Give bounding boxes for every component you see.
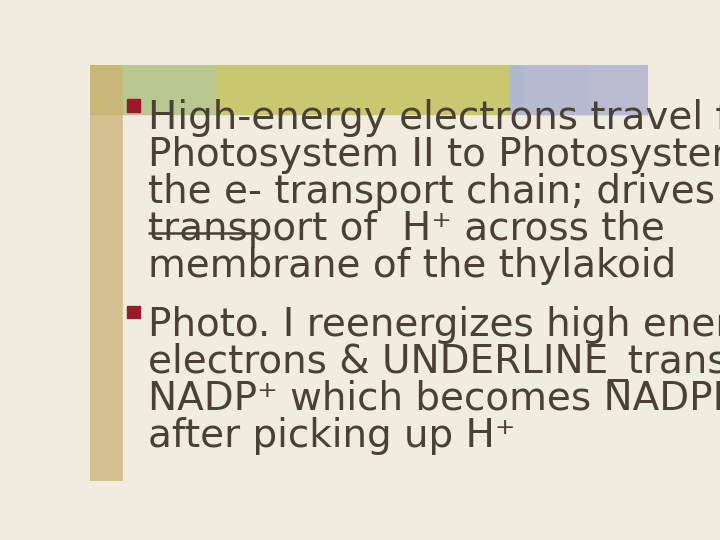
Text: electrons & UNDERLINE_transfers them to: electrons & UNDERLINE_transfers them to [148, 343, 720, 382]
Bar [215, 65, 355, 114]
Text: membrane of the thylakoid: membrane of the thylakoid [148, 247, 676, 285]
Bar [524, 65, 648, 114]
Text: the e- transport chain; drives the: the e- transport chain; drives the [148, 173, 720, 211]
Text: Photosystem II to Photosystem I on: Photosystem II to Photosystem I on [148, 137, 720, 174]
Bar [90, 65, 122, 481]
Bar [90, 65, 122, 114]
Text: transport of  H⁺ across the: transport of H⁺ across the [148, 211, 665, 248]
Text: High-energy electrons travel from: High-energy electrons travel from [148, 99, 720, 138]
Bar [122, 65, 215, 114]
Bar [588, 65, 648, 114]
Bar [355, 65, 510, 114]
Text: Photo. I reenergizes high energy: Photo. I reenergizes high energy [148, 306, 720, 344]
Bar [122, 114, 648, 481]
Text: after picking up H⁺: after picking up H⁺ [148, 417, 516, 455]
Bar [127, 306, 140, 318]
Bar [127, 99, 140, 112]
Bar [510, 65, 588, 114]
Text: NADP⁺ which becomes NADPH: NADP⁺ which becomes NADPH [148, 380, 720, 418]
